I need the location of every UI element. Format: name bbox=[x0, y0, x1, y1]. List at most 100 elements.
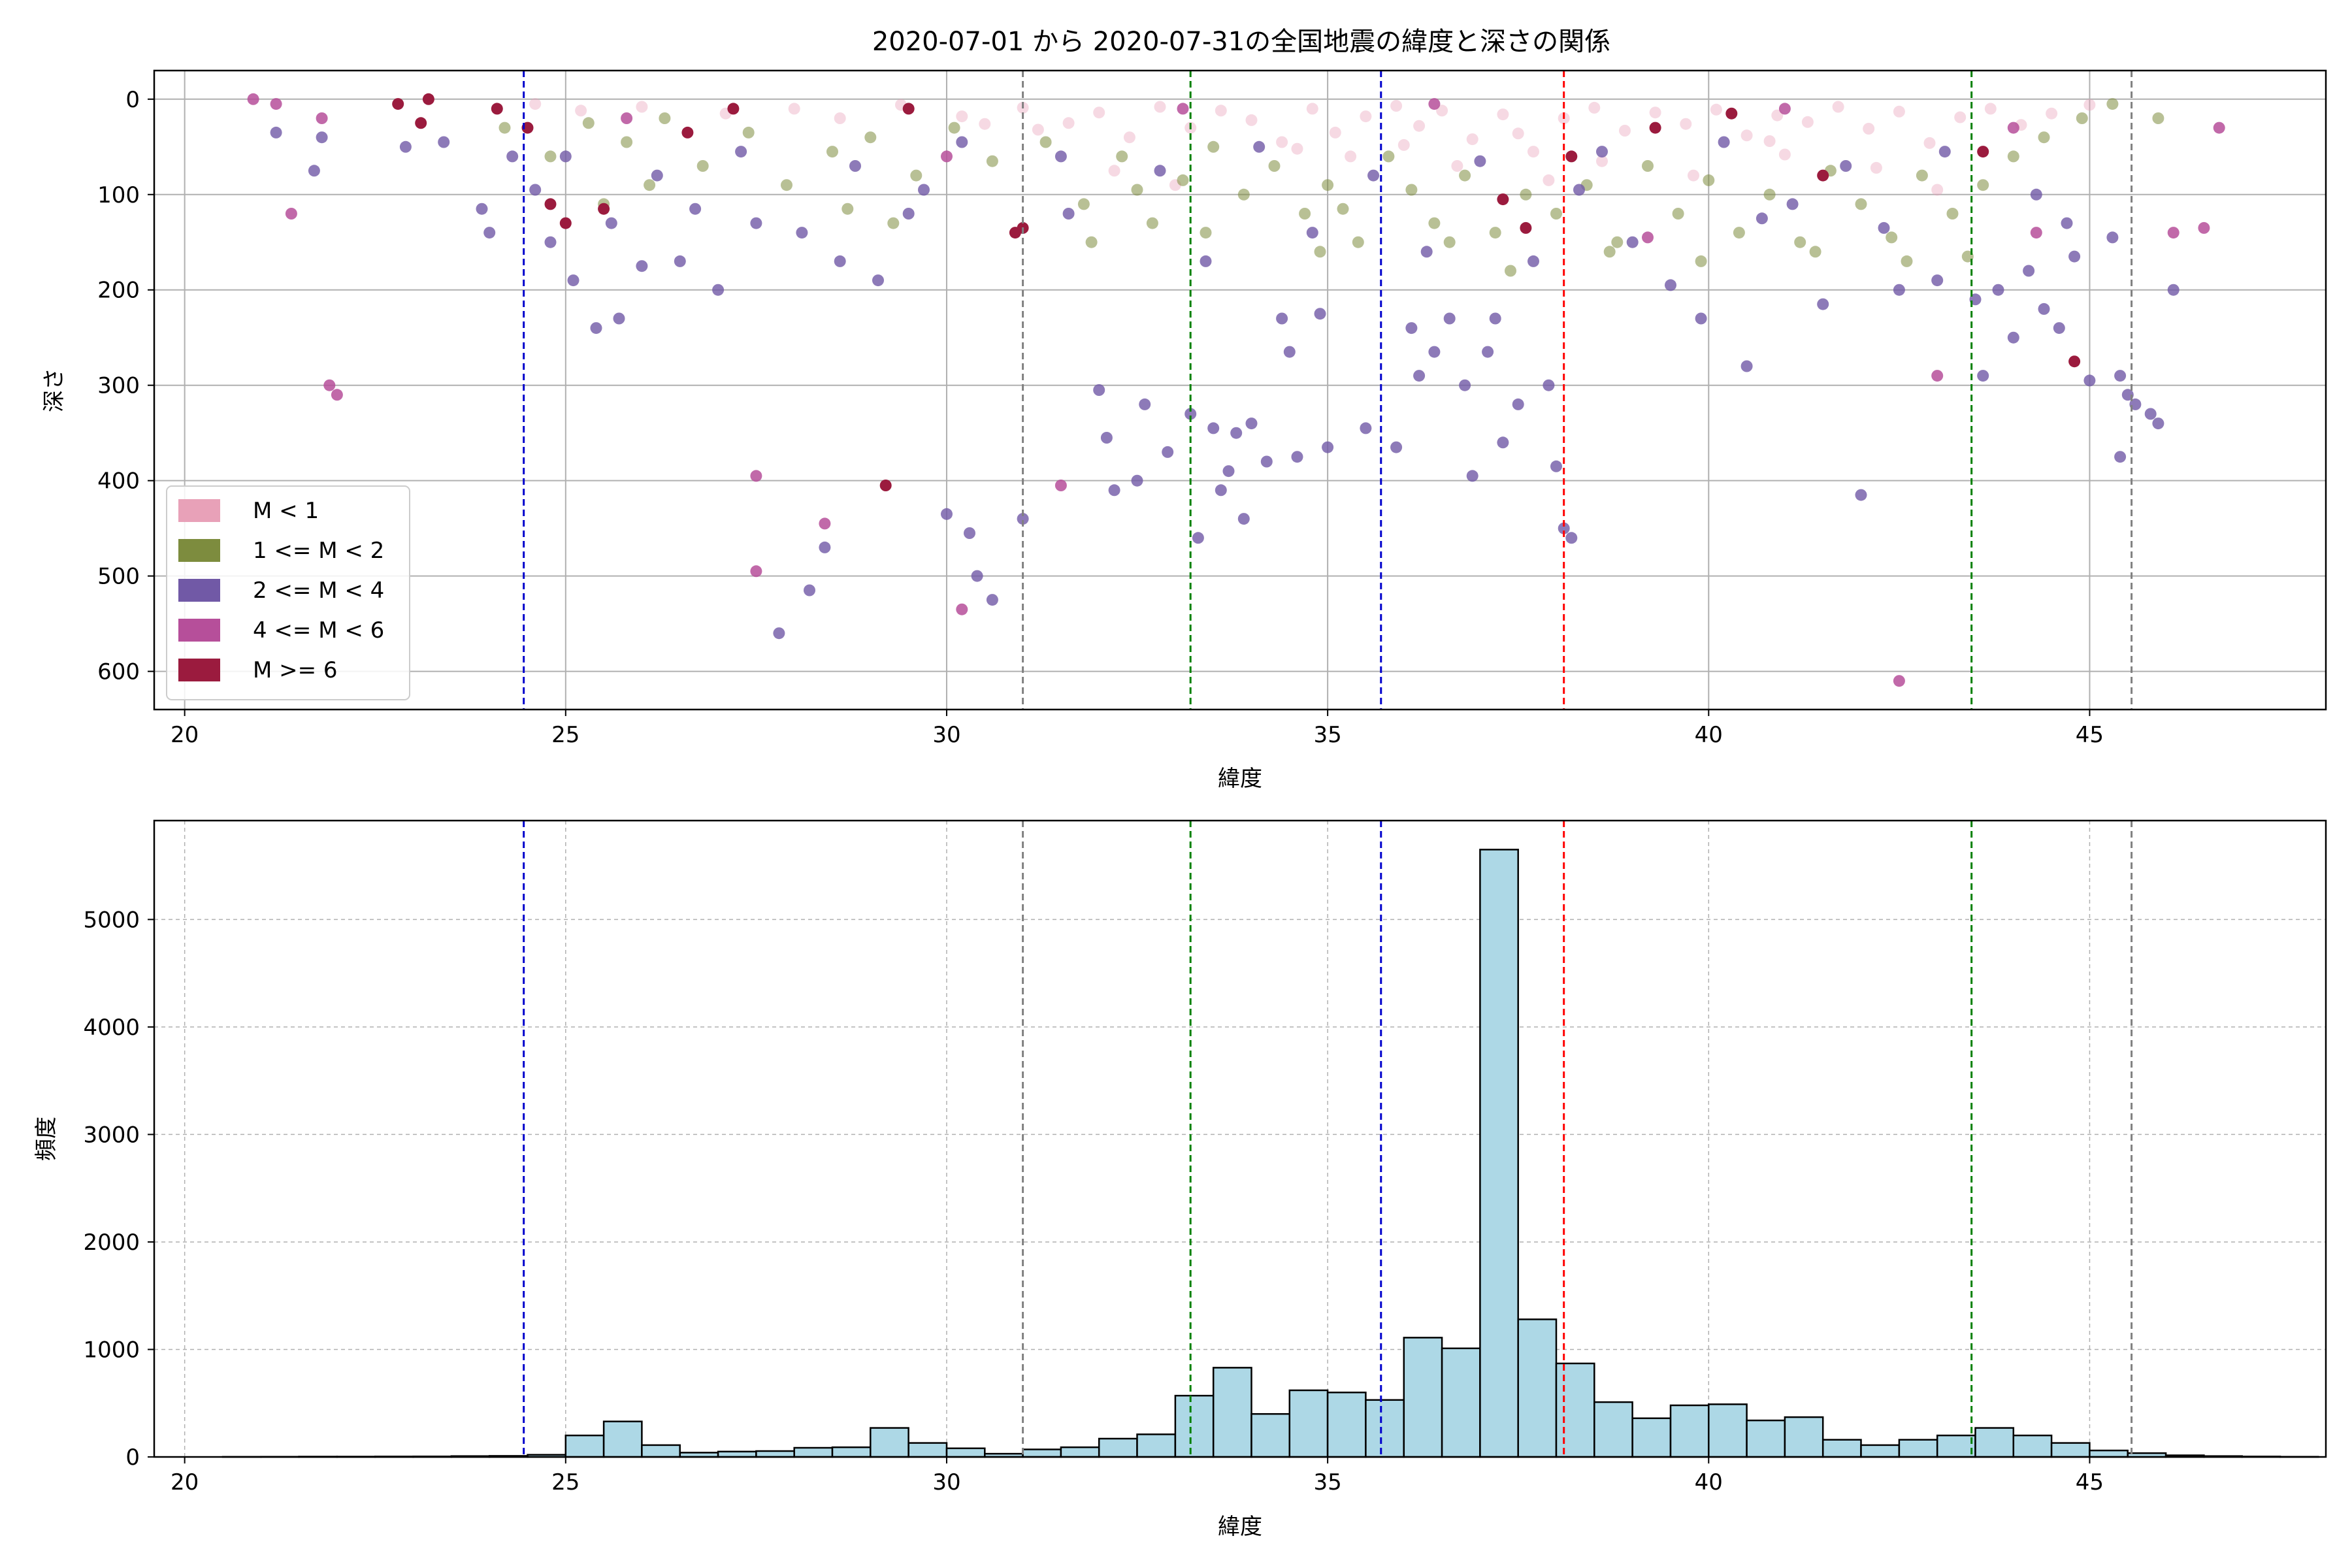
histogram-xlabel: 緯度 bbox=[1218, 1514, 1262, 1540]
legend-swatch bbox=[178, 579, 220, 602]
scatter-point bbox=[1740, 129, 1753, 142]
scatter-point bbox=[1177, 174, 1189, 186]
scatter-point bbox=[1146, 217, 1158, 229]
scatter-point bbox=[727, 103, 740, 115]
scatter-point bbox=[1626, 236, 1639, 248]
scatter-point bbox=[872, 274, 884, 287]
scatter-point bbox=[544, 236, 557, 248]
histogram-bar bbox=[602, 1420, 643, 1458]
scatter-point bbox=[1154, 101, 1166, 113]
scatter-point bbox=[1459, 379, 1471, 391]
scatter-point bbox=[1809, 246, 1821, 258]
scatter-point bbox=[735, 146, 747, 158]
scatter-point bbox=[1497, 108, 1509, 121]
scatter-point bbox=[1527, 146, 1539, 158]
histogram-frame bbox=[153, 819, 2327, 1458]
scatter-point bbox=[689, 203, 702, 215]
scatter-points bbox=[247, 93, 2225, 687]
scatter-point bbox=[1451, 160, 1463, 172]
scatter-xtick-label: 35 bbox=[1313, 722, 1341, 748]
scatter-point bbox=[2023, 265, 2035, 277]
histogram-bar bbox=[1212, 1367, 1252, 1458]
scatter-point bbox=[544, 150, 557, 163]
scatter-point bbox=[1855, 489, 1867, 501]
scatter-point bbox=[1665, 279, 1676, 291]
scatter-point bbox=[1428, 98, 1441, 110]
scatter-point bbox=[750, 217, 762, 229]
scatter-point bbox=[2083, 374, 2096, 387]
scatter-point bbox=[1436, 105, 1448, 117]
scatter-point bbox=[1672, 208, 1684, 220]
scatter-point bbox=[1291, 451, 1303, 463]
scatter-point bbox=[1596, 155, 1608, 167]
scatter-point bbox=[1931, 274, 1944, 287]
histogram-ytick-label: 1000 bbox=[83, 1337, 140, 1363]
scatter-point bbox=[1977, 179, 1989, 191]
legend-label: 4 <= M < 6 bbox=[253, 617, 384, 644]
scatter-point bbox=[2213, 122, 2225, 134]
scatter-point bbox=[1520, 188, 1532, 201]
scatter-point bbox=[1230, 427, 1243, 439]
histogram-bar bbox=[1974, 1427, 2015, 1458]
scatter-point bbox=[2106, 231, 2119, 244]
scatter-point bbox=[910, 169, 923, 182]
scatter-point bbox=[1718, 136, 1730, 148]
scatter-point bbox=[1512, 398, 1524, 410]
scatter-point bbox=[712, 284, 725, 296]
scatter-point bbox=[819, 517, 831, 530]
scatter-point bbox=[498, 122, 511, 134]
histogram-bar bbox=[1821, 1439, 1862, 1458]
scatter-point bbox=[644, 179, 656, 191]
scatter-point bbox=[1054, 480, 1067, 491]
scatter-point bbox=[1367, 169, 1380, 182]
scatter-point bbox=[918, 184, 930, 196]
scatter-point bbox=[1154, 165, 1166, 177]
scatter-point bbox=[636, 101, 648, 113]
scatter-point bbox=[1855, 198, 1867, 210]
scatter-point bbox=[1642, 160, 1654, 172]
scatter-point bbox=[2068, 355, 2081, 368]
scatter-point bbox=[1977, 370, 1989, 382]
scatter-point bbox=[2068, 250, 2081, 263]
scatter-point bbox=[270, 98, 282, 110]
scatter-point bbox=[621, 112, 633, 124]
scatter-point bbox=[1740, 360, 1753, 372]
scatter-point bbox=[1832, 101, 1844, 113]
scatter-point bbox=[1466, 470, 1478, 482]
scatter-point bbox=[2167, 227, 2180, 239]
histogram-bars bbox=[221, 849, 2319, 1458]
scatter-point bbox=[1931, 370, 1944, 382]
scatter-point bbox=[1946, 208, 1959, 220]
scatter-point bbox=[864, 131, 877, 144]
scatter-point bbox=[1360, 110, 1372, 123]
scatter-point bbox=[1276, 136, 1288, 148]
scatter-vlines bbox=[523, 71, 2133, 710]
scatter-point bbox=[1108, 165, 1120, 177]
scatter-ylabel: 深さ bbox=[41, 368, 67, 412]
scatter-point bbox=[1870, 161, 1882, 174]
scatter-point bbox=[2053, 322, 2065, 335]
histogram-bar bbox=[907, 1442, 948, 1458]
scatter-point bbox=[1245, 417, 1258, 430]
scatter-ytick-label: 200 bbox=[97, 278, 140, 304]
scatter-point bbox=[1428, 346, 1441, 358]
histogram-bar bbox=[1365, 1399, 1405, 1458]
scatter-point bbox=[1817, 298, 1829, 310]
scatter-point bbox=[773, 627, 785, 640]
scatter-point bbox=[575, 105, 587, 117]
scatter-point bbox=[1893, 284, 1905, 296]
scatter-point bbox=[636, 260, 648, 272]
scatter-point bbox=[1603, 246, 1616, 258]
scatter-point bbox=[1322, 441, 1334, 453]
legend-box bbox=[166, 485, 410, 700]
scatter-point bbox=[491, 103, 503, 115]
scatter-point bbox=[1527, 255, 1539, 267]
scatter-point bbox=[1543, 174, 1555, 186]
histogram-ytick-label: 4000 bbox=[83, 1015, 140, 1041]
scatter-point bbox=[1131, 184, 1143, 196]
scatter-point bbox=[483, 227, 496, 239]
scatter-point bbox=[1801, 116, 1814, 128]
scatter-point bbox=[1763, 188, 1776, 201]
scatter-point bbox=[1771, 109, 1784, 122]
scatter-point bbox=[2030, 227, 2042, 239]
